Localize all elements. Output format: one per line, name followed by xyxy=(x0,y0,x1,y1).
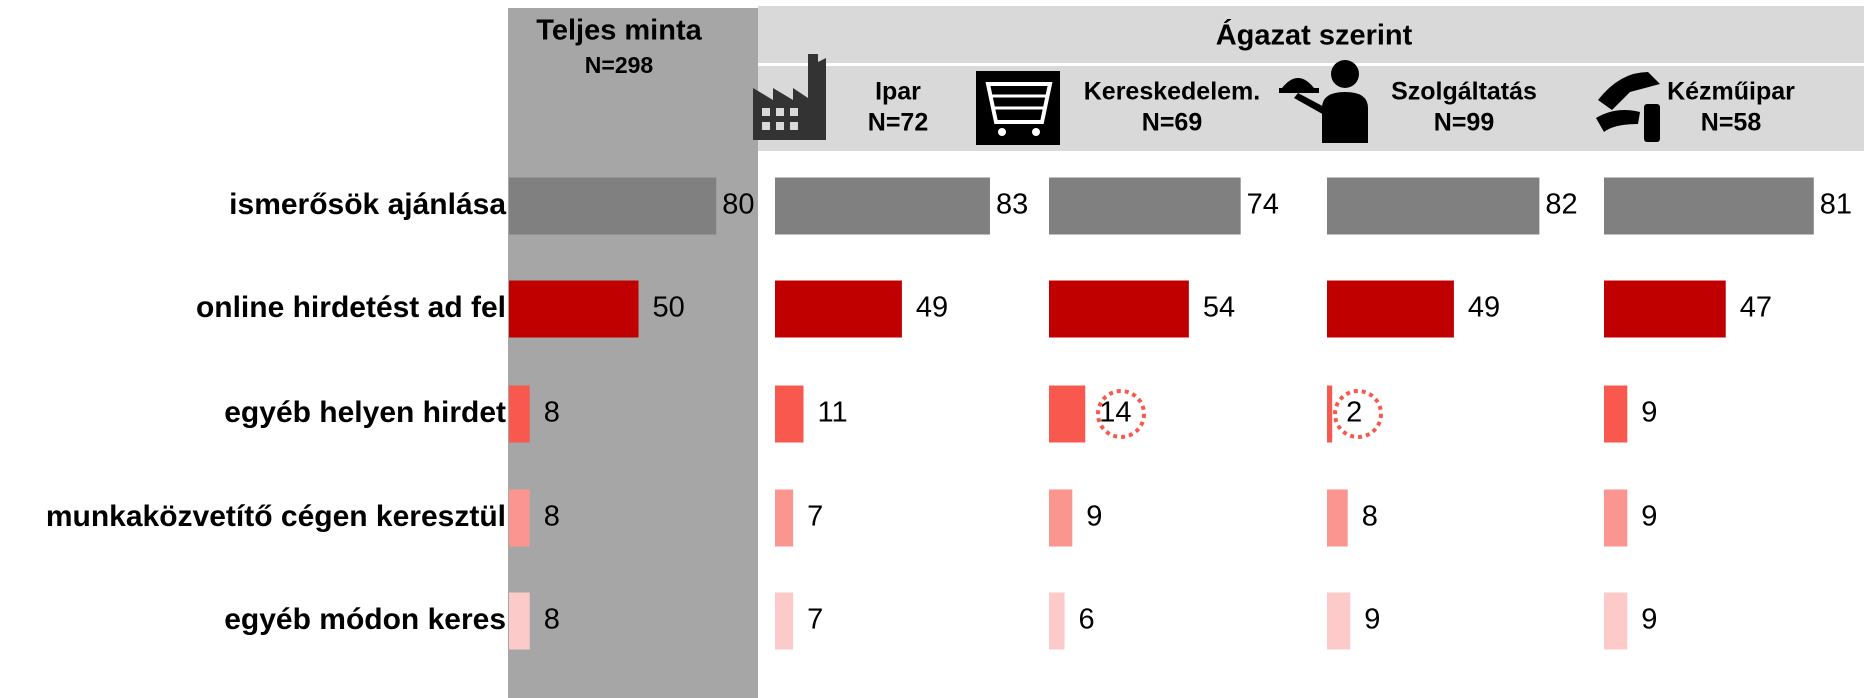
waiter-icon xyxy=(1279,60,1368,143)
value-label: 83 xyxy=(996,189,1028,221)
value-label: 49 xyxy=(916,292,948,324)
value-label: 9 xyxy=(1641,501,1657,533)
value-label: 9 xyxy=(1641,604,1657,636)
factory-icon xyxy=(753,54,826,140)
highlight-circle xyxy=(1333,389,1383,439)
value-label: 8 xyxy=(1362,501,1378,533)
panel-n: N=72 xyxy=(868,109,928,137)
panel-title: Szolgáltatás xyxy=(1391,78,1537,106)
bar xyxy=(775,177,990,235)
total-panel-bg xyxy=(508,8,758,698)
value-label: 11 xyxy=(817,397,847,429)
bar xyxy=(1327,489,1348,547)
bar xyxy=(1049,592,1065,650)
category-label: munkaközvetítő cégen keresztül xyxy=(46,500,506,533)
cart-icon xyxy=(976,71,1060,145)
category-label: egyéb módon keres xyxy=(224,603,506,636)
value-label: 14 xyxy=(1099,397,1131,429)
hands-icon xyxy=(1596,72,1660,142)
bar xyxy=(509,385,530,443)
bar xyxy=(1049,489,1073,547)
bar xyxy=(1049,385,1086,443)
value-label: 8 xyxy=(544,397,560,429)
panel-n: N=298 xyxy=(585,52,654,78)
value-label: 7 xyxy=(807,604,823,636)
value-label: 47 xyxy=(1740,292,1772,324)
value-label: 80 xyxy=(722,189,754,221)
bar xyxy=(1604,385,1628,443)
value-label: 9 xyxy=(1641,397,1657,429)
bar xyxy=(775,592,794,650)
panel-n: N=99 xyxy=(1434,109,1494,137)
bar xyxy=(1327,177,1540,235)
value-label: 7 xyxy=(807,501,823,533)
bar xyxy=(1604,280,1726,338)
bar xyxy=(775,489,794,547)
bar xyxy=(1327,592,1351,650)
bar xyxy=(1604,177,1814,235)
panel-title: Ipar xyxy=(875,78,921,106)
category-label: egyéb helyen hirdet xyxy=(224,396,506,429)
bar xyxy=(1327,280,1454,338)
value-label: 2 xyxy=(1346,397,1362,429)
bar xyxy=(1604,592,1628,650)
bar xyxy=(775,280,902,338)
bar xyxy=(509,489,530,547)
bar xyxy=(1049,280,1189,338)
group-header: Ágazat szerint xyxy=(1216,18,1413,52)
value-label: 82 xyxy=(1545,189,1577,221)
value-label: 81 xyxy=(1820,189,1852,221)
category-label: ismerősök ajánlása xyxy=(229,188,506,221)
value-label: 49 xyxy=(1468,292,1500,324)
value-label: 50 xyxy=(653,292,685,324)
header-band xyxy=(758,6,1864,63)
bar xyxy=(1049,177,1241,235)
bar xyxy=(509,592,530,650)
panel-title: Kereskedelem. xyxy=(1084,78,1261,106)
value-label: 9 xyxy=(1364,604,1380,636)
panel-n: N=69 xyxy=(1142,109,1202,137)
bar xyxy=(509,280,639,338)
highlight-circle xyxy=(1096,389,1146,439)
panel-title: Kézműipar xyxy=(1667,78,1795,106)
panel-title: Teljes minta xyxy=(536,15,702,47)
bar xyxy=(775,385,804,443)
value-label: 6 xyxy=(1079,604,1095,636)
category-label: online hirdetést ad fel xyxy=(196,291,506,324)
value-label: 8 xyxy=(544,501,560,533)
value-label: 9 xyxy=(1086,501,1102,533)
subheader-band xyxy=(758,66,1864,151)
value-label: 54 xyxy=(1203,292,1235,324)
bar xyxy=(1327,385,1333,443)
panel-n: N=58 xyxy=(1701,109,1762,137)
value-label: 8 xyxy=(544,604,560,636)
bar xyxy=(1604,489,1628,547)
value-label: 74 xyxy=(1247,189,1279,221)
bar xyxy=(509,177,717,235)
